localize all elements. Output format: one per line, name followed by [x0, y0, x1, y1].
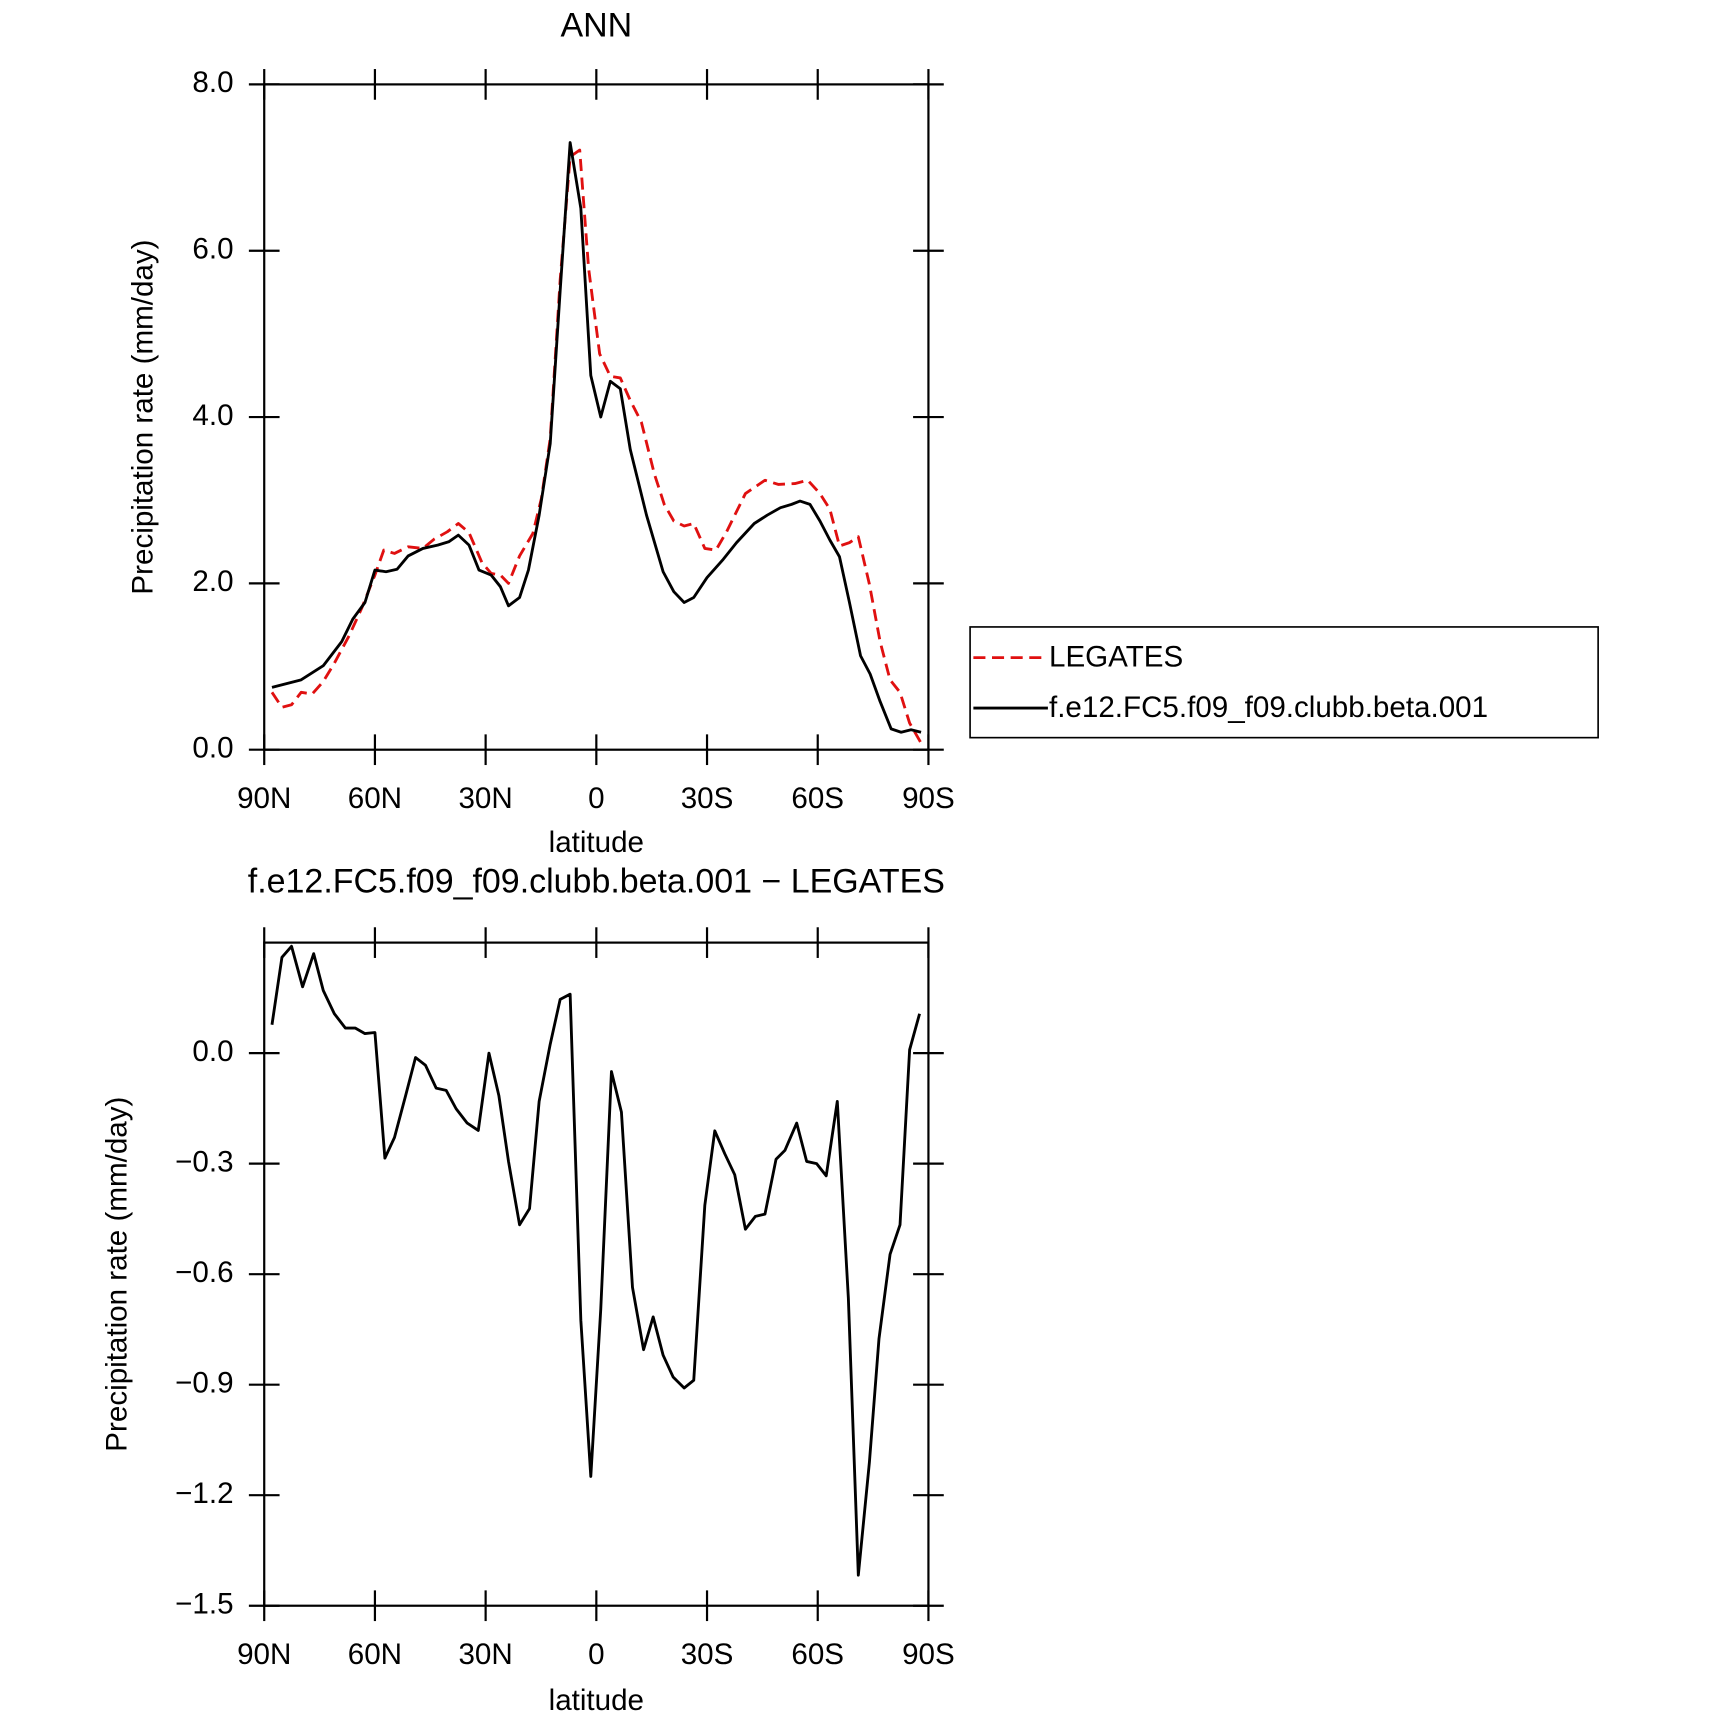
y-tick-label: 2.0 [192, 565, 233, 598]
x-tick-label: 30S [681, 1638, 734, 1671]
x-axis-label: latitude [549, 1684, 644, 1717]
chart-panel: f.e12.FC5.f09_f09.clubb.beta.001 − LEGAT… [100, 862, 954, 1717]
legend-label: LEGATES [1049, 641, 1183, 674]
x-tick-label: 90S [902, 1638, 955, 1671]
x-tick-label: 90S [902, 782, 955, 815]
x-tick-label: 30S [681, 782, 734, 815]
y-tick-label: −1.5 [175, 1588, 233, 1621]
x-axis-label: latitude [549, 826, 644, 859]
x-tick-label: 60S [791, 1638, 844, 1671]
x-tick-label: 0 [588, 782, 604, 815]
legend-label: f.e12.FC5.f09_f09.clubb.beta.001 [1049, 691, 1488, 724]
y-axis-label: Precipitation rate (mm/day) [100, 1097, 133, 1452]
chart-title: ANN [560, 6, 632, 44]
x-tick-label: 30N [458, 782, 512, 815]
y-tick-label: −0.9 [175, 1366, 233, 1399]
y-tick-label: 4.0 [192, 399, 233, 432]
plot-frame [263, 83, 930, 751]
data-line [271, 141, 922, 734]
y-tick-label: −0.3 [175, 1145, 233, 1178]
plot-frame [263, 941, 930, 1607]
legend: LEGATES f.e12.FC5.f09_f09.clubb.beta.001 [969, 626, 1599, 739]
y-tick-label: 8.0 [192, 66, 233, 99]
y-tick-label: 0.0 [192, 732, 233, 765]
data-line [270, 944, 921, 1577]
y-axis-label: Precipitation rate (mm/day) [127, 240, 160, 595]
x-tick-label: 60N [348, 782, 402, 815]
y-tick-label: −1.2 [175, 1477, 233, 1510]
x-tick-label: 30N [458, 1638, 512, 1671]
chart-panel: ANN latitude Precipitation rate (mm/day) 90… [127, 6, 1599, 859]
y-tick-label: 0.0 [192, 1035, 233, 1068]
x-tick-label: 0 [588, 1638, 604, 1671]
legend-box [969, 626, 1599, 739]
x-tick-label: 90N [237, 782, 291, 815]
chart-title: f.e12.FC5.f09_f09.clubb.beta.001 − LEGAT… [248, 862, 945, 900]
y-tick-label: 6.0 [192, 233, 233, 266]
y-tick-label: −0.6 [175, 1256, 233, 1289]
x-tick-label: 60N [348, 1638, 402, 1671]
data-line [270, 148, 923, 744]
x-tick-label: 90N [237, 1638, 291, 1671]
x-tick-label: 60S [791, 782, 844, 815]
